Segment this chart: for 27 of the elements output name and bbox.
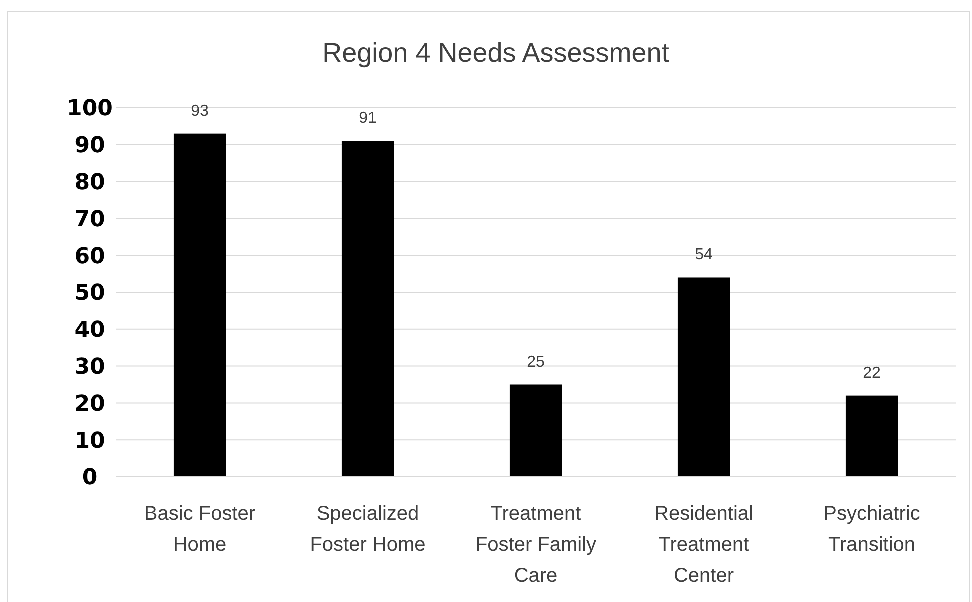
data-label: 25 bbox=[527, 354, 545, 371]
data-label: 54 bbox=[695, 246, 713, 264]
data-label: 22 bbox=[863, 364, 881, 382]
y-tick-label: 20 bbox=[74, 392, 106, 417]
y-tick-label: 100 bbox=[67, 96, 113, 122]
chart-title: Region 4 Needs Assessment bbox=[322, 38, 670, 68]
y-tick-label: 60 bbox=[74, 244, 106, 270]
x-tick-label: Specialized Foster Home bbox=[310, 503, 426, 556]
y-tick-label: 10 bbox=[74, 428, 106, 454]
y-tick-label: 30 bbox=[74, 355, 106, 380]
bar bbox=[342, 141, 394, 477]
x-tick-label: Psychiatric Transition bbox=[824, 503, 920, 556]
bar bbox=[510, 384, 562, 477]
bar bbox=[678, 278, 730, 477]
x-tick-label: Basic Foster Home bbox=[144, 503, 256, 556]
bar bbox=[174, 134, 226, 477]
x-tick-label: Treatment Foster Family Care bbox=[475, 503, 597, 587]
y-tick-label: 40 bbox=[74, 318, 106, 344]
data-label: 93 bbox=[191, 102, 209, 120]
y-tick-label: 70 bbox=[74, 207, 106, 232]
data-label: 91 bbox=[359, 110, 377, 128]
y-tick-label: 80 bbox=[74, 170, 106, 196]
y-tick-label: 90 bbox=[74, 134, 106, 159]
y-tick-label: 0 bbox=[82, 466, 98, 491]
y-tick-label: 50 bbox=[74, 281, 106, 306]
bar bbox=[846, 396, 898, 477]
x-tick-label: Residential Treatment Center bbox=[654, 503, 754, 587]
